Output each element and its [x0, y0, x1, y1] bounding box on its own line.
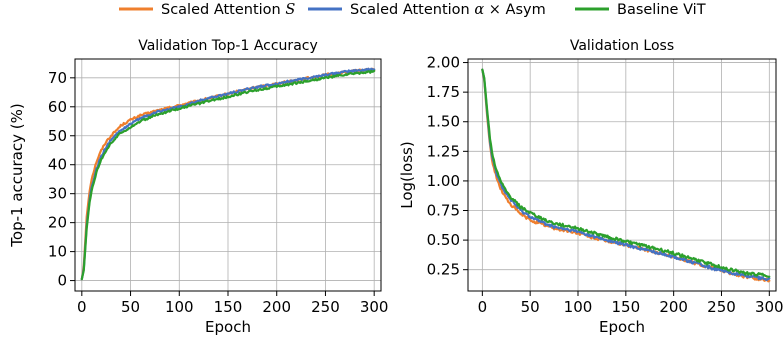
- loss-xtick-label-5: 250: [707, 298, 736, 316]
- legend-entry-scaled-attention-alpha-asym: Scaled Attention α × Asym: [308, 2, 546, 18]
- accuracy-ytick-label-2: 20: [48, 214, 67, 232]
- accuracy-xtick-label-2: 100: [165, 298, 194, 316]
- legend-label-3: Baseline ViT: [617, 2, 706, 18]
- accuracy-xlabel: Epoch: [205, 318, 251, 336]
- loss-xtick-label-3: 150: [612, 298, 641, 316]
- accuracy-ytick-label-1: 10: [48, 243, 67, 261]
- loss-panel: 0 50 100 150 200 250 300 0.25 0.50 0.75 1.00 1.25 1.…: [398, 38, 783, 336]
- accuracy-ytick-label-6: 60: [48, 98, 67, 116]
- accuracy-ytick-label-5: 50: [48, 127, 67, 145]
- loss-xtick-label-6: 300: [755, 298, 783, 316]
- loss-xlabel: Epoch: [599, 318, 645, 336]
- accuracy-xtick-label-6: 300: [360, 298, 389, 316]
- accuracy-ytick-label-3: 30: [48, 185, 67, 203]
- accuracy-ytick-label-0: 0: [57, 272, 67, 290]
- accuracy-xtick-label-4: 200: [262, 298, 291, 316]
- accuracy-ytick-label-4: 40: [48, 156, 67, 174]
- accuracy-series-2: [80, 69, 376, 281]
- legend-entry-scaled-attention-s: Scaled Attention S: [119, 2, 295, 18]
- accuracy-title: Validation Top-1 Accuracy: [138, 38, 318, 54]
- accuracy-xtick-label-5: 250: [311, 298, 340, 316]
- loss-ytick-label-5: 1.50: [427, 113, 460, 131]
- accuracy-series-1: [80, 67, 376, 281]
- loss-xtick-label-4: 200: [659, 298, 688, 316]
- accuracy-ytick-label-7: 70: [48, 69, 67, 87]
- legend: Scaled Attention S Scaled Attention α × …: [119, 2, 706, 18]
- accuracy-xtick-label-0: 0: [77, 298, 87, 316]
- loss-ytick-label-0: 0.25: [427, 261, 460, 279]
- legend-label-1: Scaled Attention S: [161, 2, 295, 18]
- accuracy-panel: 0 50 100 150 200 250 300 0 10 20 30 40 50 60 70 Validat…: [8, 38, 388, 336]
- loss-ytick-label-7: 2.00: [427, 54, 460, 72]
- accuracy-xtick-label-3: 150: [214, 298, 243, 316]
- loss-ytick-label-1: 0.50: [427, 231, 460, 249]
- loss-ytick-label-4: 1.25: [427, 142, 460, 160]
- loss-axes-frame: [467, 58, 777, 292]
- loss-xtick-label-0: 0: [478, 298, 488, 316]
- accuracy-ylabel: Top-1 accuracy (%): [8, 103, 26, 247]
- loss-xtick-label-1: 50: [521, 298, 540, 316]
- loss-title: Validation Loss: [570, 38, 674, 54]
- legend-entry-baseline-vit: Baseline ViT: [575, 2, 706, 18]
- loss-series-2: [481, 68, 771, 278]
- loss-xtick-label-2: 100: [564, 298, 593, 316]
- loss-series-1: [481, 68, 771, 282]
- loss-ytick-label-3: 1.00: [427, 172, 460, 190]
- loss-ylabel: Log(loss): [398, 141, 416, 208]
- loss-ytick-label-2: 0.75: [427, 202, 460, 220]
- accuracy-xtick-label-1: 50: [121, 298, 140, 316]
- legend-label-2: Scaled Attention α × Asym: [350, 2, 546, 18]
- loss-ytick-label-6: 1.75: [427, 83, 460, 101]
